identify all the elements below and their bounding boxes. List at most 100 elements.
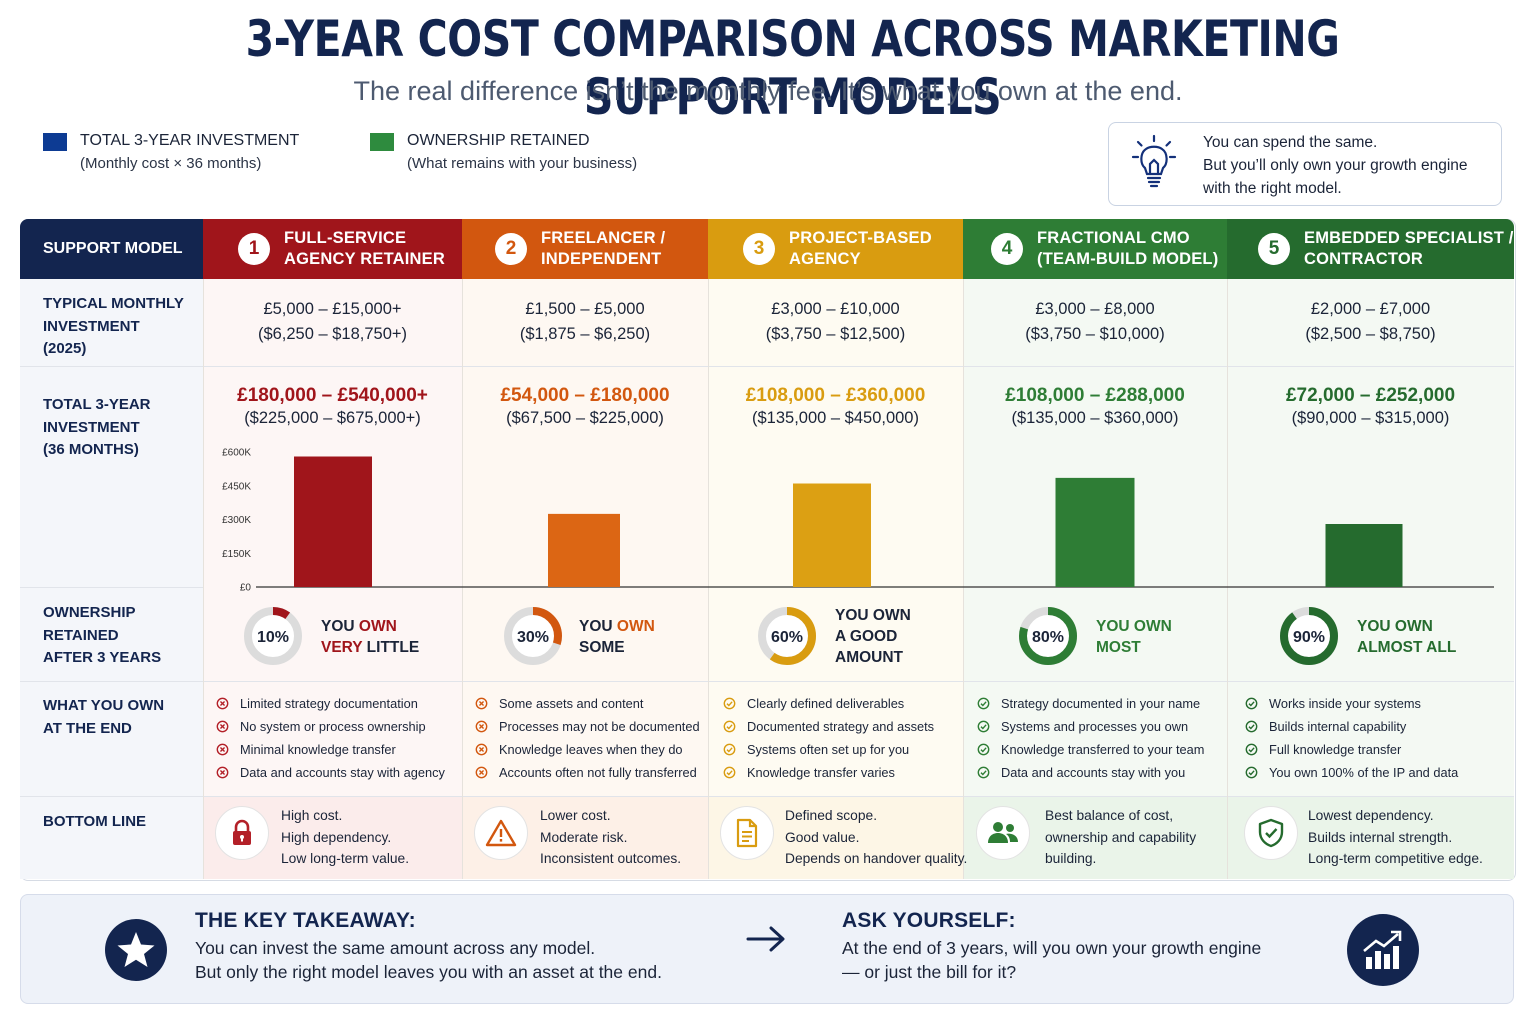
ownership-line: MOST — [1096, 639, 1141, 656]
ask-body: At the end of 3 years, will you own your… — [842, 936, 1261, 984]
list-item-text: Clearly defined deliverables — [747, 696, 905, 711]
ownership-line: YOU OWN — [579, 616, 655, 637]
total-cell-5: £72,000 – £252,000 ($90,000 – $315,000) — [1227, 383, 1514, 428]
donut-arc — [1019, 607, 1077, 665]
x-circle-icon — [475, 720, 488, 733]
list-item: Knowledge transfer varies — [723, 761, 934, 784]
row-label-monthly: TYPICAL MONTHLY INVESTMENT (2025) — [20, 293, 203, 361]
legend-sub-investment: (Monthly cost × 36 months) — [80, 155, 262, 172]
bottom-line-text: Inconsistent outcomes. — [540, 851, 682, 866]
ownership-text-2: YOU OWN SOME — [579, 616, 655, 658]
model-name-line: (TEAM-BUILD MODEL) — [1037, 250, 1219, 268]
list-item: Data and accounts stay with you — [977, 761, 1204, 784]
ownership-line: SOME — [579, 639, 625, 656]
ownership-word: LITTLE — [362, 639, 420, 656]
bottom-line-4: Best balance of cost, ownership and capab… — [1045, 805, 1196, 870]
check-circle-icon — [977, 697, 990, 710]
shield-check-icon — [1244, 806, 1298, 860]
list-item: Processes may not be documented — [475, 715, 700, 738]
investment-bar — [1055, 477, 1135, 587]
model-name-line: FULL-SERVICE — [284, 229, 407, 247]
list-item-text: Builds internal capability — [1269, 719, 1407, 734]
own-list-4: Strategy documented in your name Systems… — [977, 692, 1204, 784]
ownership-line: YOU OWN — [321, 616, 419, 637]
tip-text: You can spend the same. But you’ll only … — [1203, 131, 1468, 200]
list-item-text: Works inside your systems — [1269, 696, 1421, 711]
bottom-line-text: Builds internal strength. — [1308, 829, 1453, 845]
donut-arc — [244, 607, 302, 665]
monthly-usd: ($1,875 – $6,250) — [519, 325, 651, 343]
ownership-text-3: YOU OWN A GOOD AMOUNT — [835, 605, 911, 668]
monthly-usd: ($6,250 – $18,750+) — [257, 325, 408, 343]
model-number-badge: 1 — [238, 233, 270, 265]
bottom-line-text: Defined scope. — [785, 808, 878, 823]
bottom-line-2: Lower cost. Moderate risk. Inconsistent ou… — [540, 805, 681, 870]
y-tick-label: £0 — [240, 583, 252, 594]
check-circle-icon — [1245, 697, 1258, 710]
total-usd: ($90,000 – $315,000) — [1291, 409, 1450, 427]
model-name-line: FRACTIONAL CMO — [1037, 229, 1190, 247]
row-label-line: TYPICAL MONTHLY — [43, 295, 184, 312]
list-item-text: Knowledge transferred to your team — [1001, 742, 1205, 757]
bottom-line-text: High cost. — [281, 808, 343, 823]
ownership-donut-2: 30% — [503, 606, 563, 671]
ask-title: ASK YOURSELF: — [842, 909, 1016, 932]
y-tick-label: £450K — [222, 481, 251, 492]
row-divider — [20, 681, 1514, 682]
total-cell-4: £108,000 – £288,000 ($135,000 – $360,000) — [963, 383, 1227, 428]
column-divider — [1227, 279, 1228, 879]
check-circle-icon — [1245, 720, 1258, 733]
model-name-line: PROJECT-BASED — [789, 229, 932, 247]
row-label-line: (36 MONTHS) — [43, 441, 139, 458]
monthly-usd: ($2,500 – $8,750) — [1305, 325, 1436, 343]
monthly-cell-4: £3,000 – £8,000 ($3,750 – $10,000) — [963, 297, 1227, 347]
monthly-gbp: £3,000 – £10,000 — [771, 300, 900, 318]
ownership-donut-4: 80% — [1018, 606, 1078, 671]
legend-swatch-investment — [43, 133, 67, 151]
list-item: Limited strategy documentation — [216, 692, 445, 715]
total-gbp: £108,000 – £360,000 — [745, 385, 926, 406]
ownership-line: YOU OWN — [1096, 618, 1172, 635]
model-number-badge: 4 — [991, 233, 1023, 265]
page-title: 3-YEAR COST COMPARISON ACROSS MARKETING … — [245, 10, 1340, 126]
bottom-line-5: Lowest dependency. Builds internal streng… — [1308, 805, 1483, 870]
row-label-line: (2025) — [43, 340, 87, 357]
model-name-line: AGENCY RETAINER — [284, 250, 445, 268]
list-item: Accounts often not fully transferred — [475, 761, 700, 784]
lightbulb-icon — [1130, 134, 1178, 197]
monthly-usd: ($3,750 – $12,500) — [765, 325, 906, 343]
warning-icon — [474, 806, 528, 860]
list-item-text: Full knowledge transfer — [1269, 742, 1402, 757]
ownership-line: ALMOST ALL — [1357, 639, 1457, 656]
row-label-band — [20, 279, 203, 879]
model-name: PROJECT-BASED AGENCY — [789, 228, 932, 270]
tip-line: You can spend the same. — [1203, 134, 1378, 151]
x-circle-icon — [216, 766, 229, 779]
ownership-word: YOU — [579, 618, 617, 635]
monthly-cell-5: £2,000 – £7,000 ($2,500 – $8,750) — [1227, 297, 1514, 347]
check-circle-icon — [977, 766, 990, 779]
ownership-line: AMOUNT — [835, 649, 904, 666]
donut-arc — [1280, 607, 1338, 665]
model-name: FREELANCER / INDEPENDENT — [541, 228, 665, 270]
column-divider — [203, 279, 204, 879]
ask-line: At the end of 3 years, will you own your… — [842, 938, 1262, 958]
model-name-line: CONTRACTOR — [1304, 250, 1424, 268]
arrow-right-icon — [745, 924, 787, 959]
check-circle-icon — [723, 743, 736, 756]
list-item: Data and accounts stay with agency — [216, 761, 445, 784]
bottom-line-1: High cost. High dependency. Low long-term … — [281, 805, 409, 870]
total-cell-1: £180,000 – £540,000+ ($225,000 – $675,000… — [203, 383, 462, 428]
check-circle-icon — [1245, 743, 1258, 756]
monthly-usd: ($3,750 – $10,000) — [1025, 325, 1165, 343]
x-circle-icon — [475, 766, 488, 779]
row-label-own-end: WHAT YOU OWN AT THE END — [20, 695, 203, 740]
donut-percent-label: 80% — [1032, 629, 1064, 646]
own-list-1: Limited strategy documentation No system… — [216, 692, 445, 784]
list-item-text: Knowledge leaves when they do — [499, 742, 683, 757]
header-model-5: 5 EMBEDDED SPECIALIST / CONTRACTOR — [1227, 219, 1514, 279]
check-circle-icon — [723, 720, 736, 733]
list-item-text: Minimal knowledge transfer — [240, 742, 396, 757]
list-item: No system or process ownership — [216, 715, 445, 738]
list-item-text: Some assets and content — [499, 696, 644, 711]
